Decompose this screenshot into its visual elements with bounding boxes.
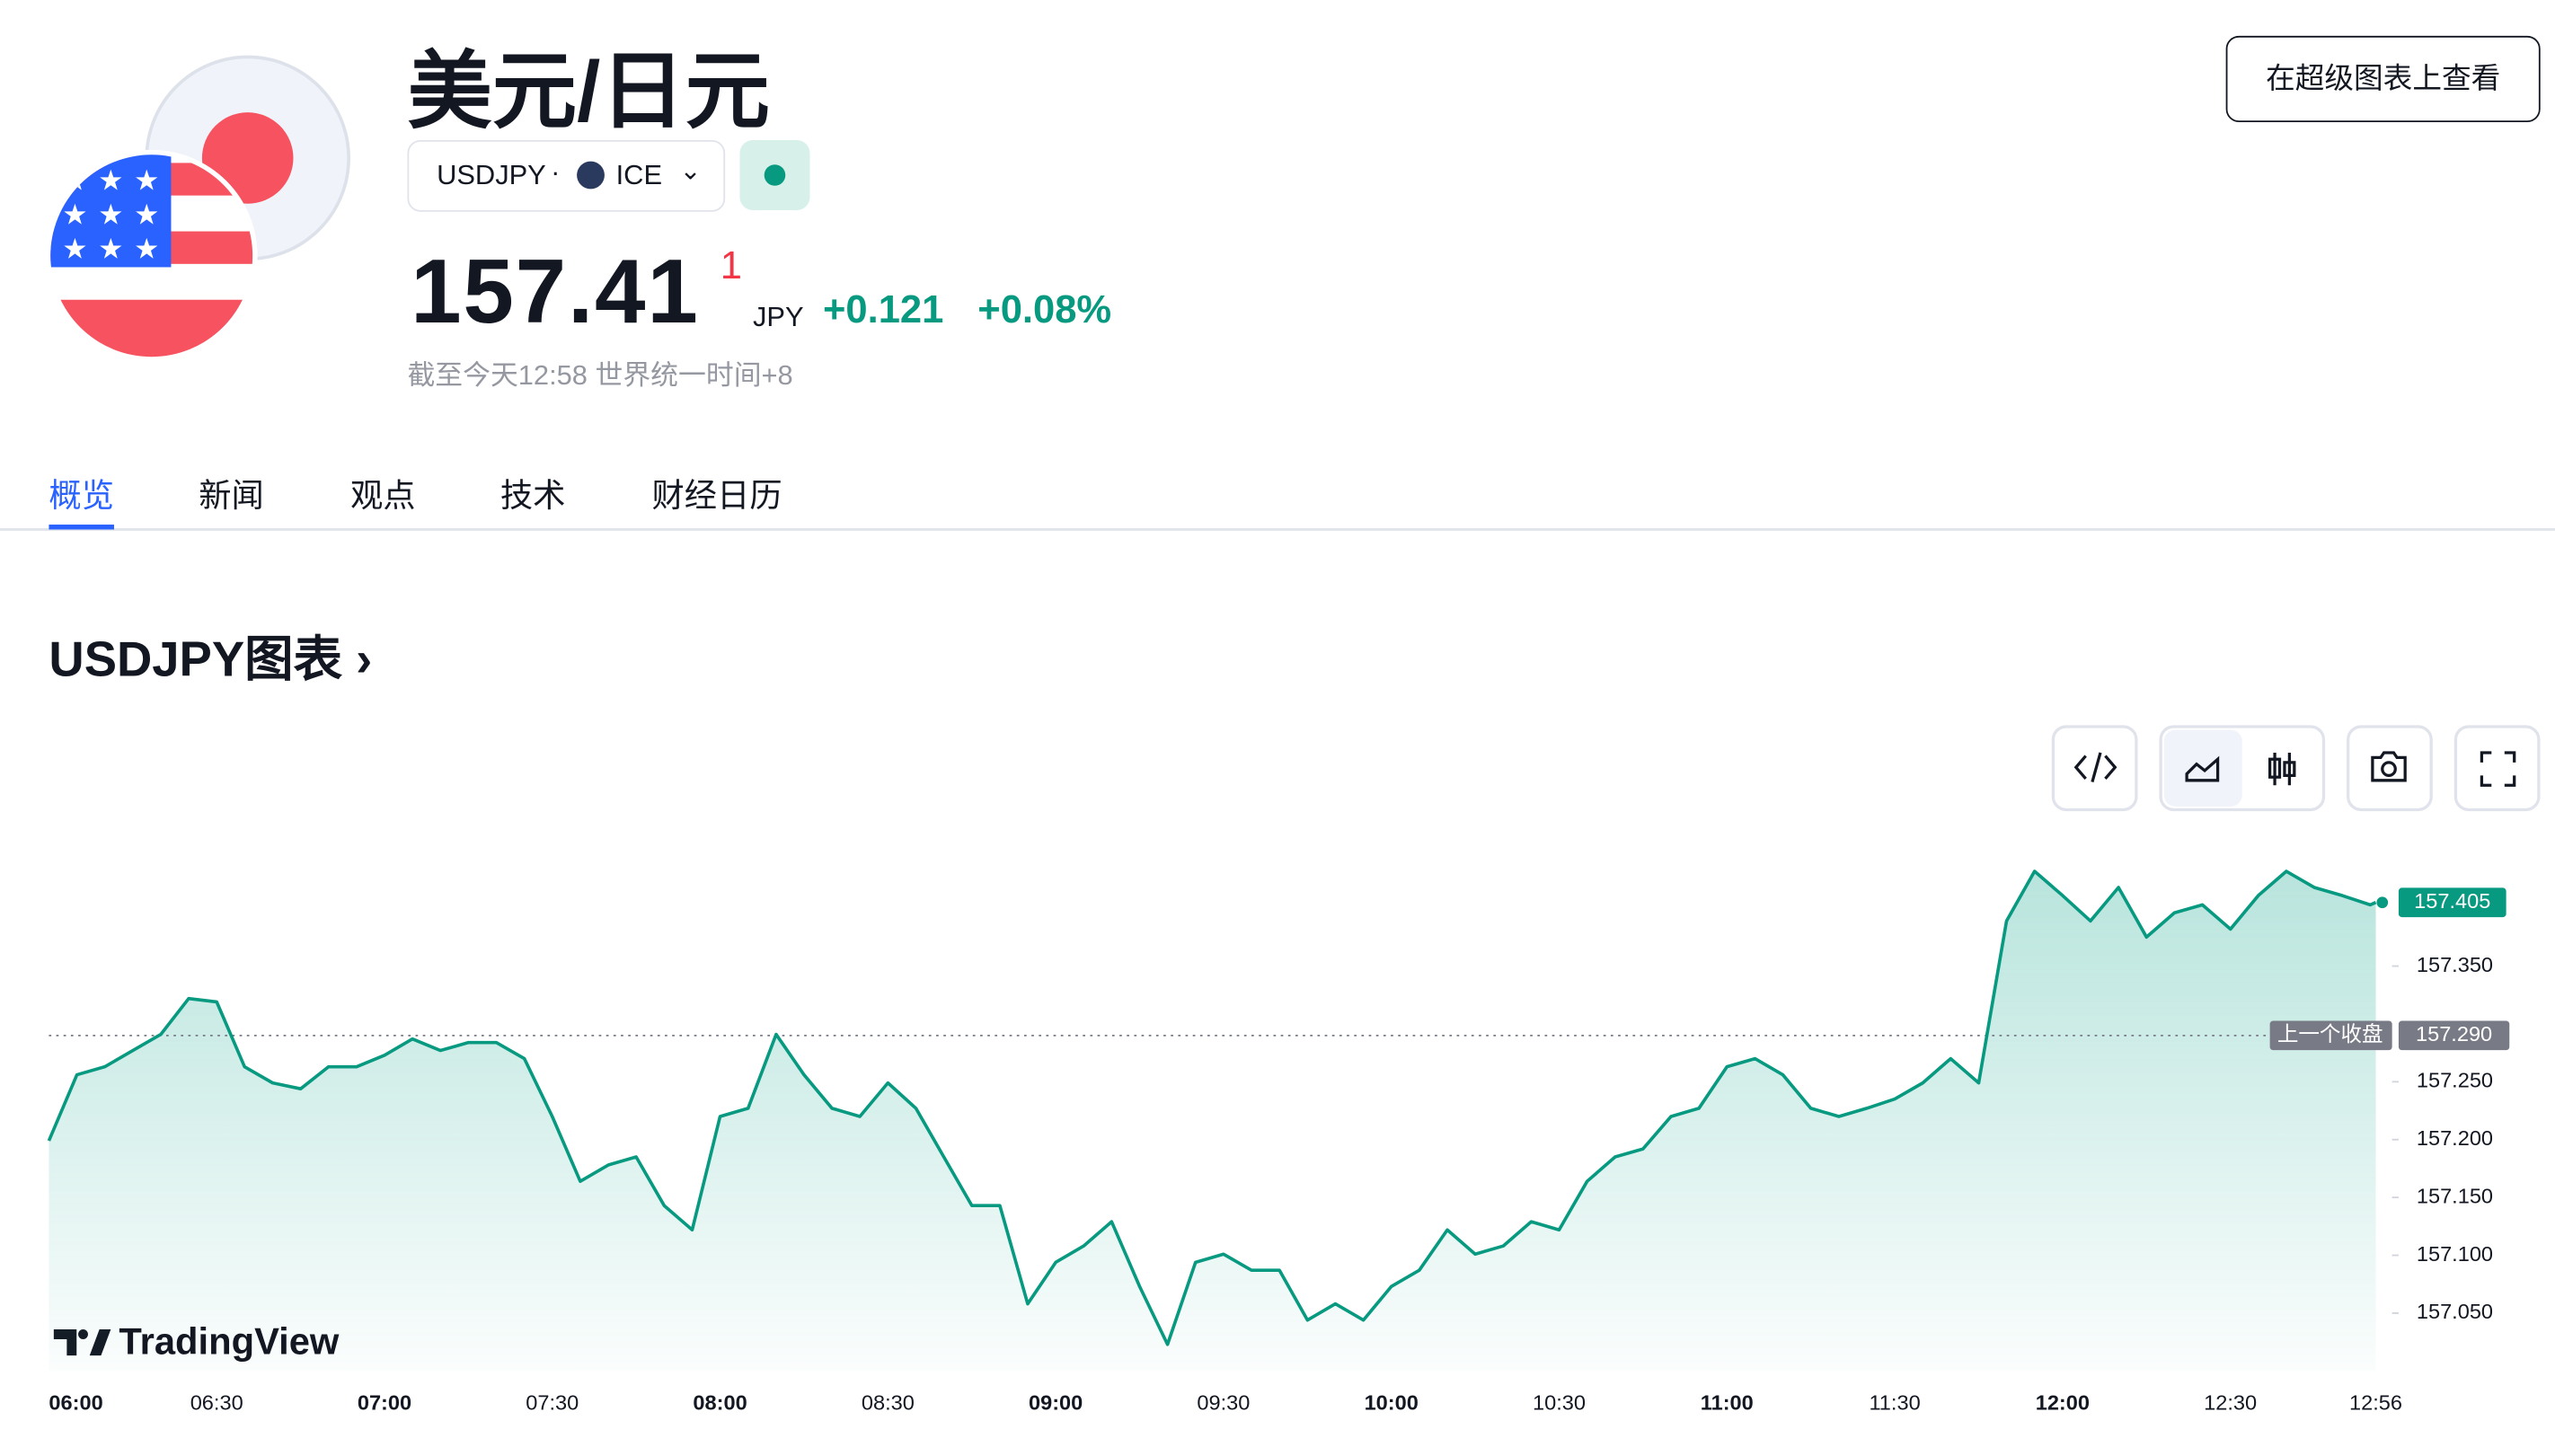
fullscreen-button[interactable]	[2453, 725, 2541, 812]
price-tick: 1	[720, 244, 742, 289]
price: 157.41	[411, 239, 700, 342]
x-tick-label: 09:30	[1197, 1391, 1250, 1415]
tab[interactable]: 技术	[500, 479, 566, 516]
embed-button[interactable]	[2051, 725, 2138, 812]
arrow: ›	[341, 633, 373, 688]
x-tick-label: 12:56	[2349, 1391, 2402, 1415]
supercharts-button[interactable]: 在超级图表上查看	[2225, 35, 2541, 123]
area	[49, 871, 2376, 1372]
exchange-icon	[577, 161, 605, 190]
x-tick-label: 11:30	[1869, 1391, 1920, 1415]
y-tick-label: 157.050	[2417, 1300, 2493, 1323]
timestamp: 截至今天12:58 世界统一时间+8	[407, 359, 793, 392]
candle-style-button[interactable]	[2268, 752, 2296, 786]
section-title-text: USDJPY图表	[49, 633, 342, 688]
x-tick-label: 06:00	[49, 1391, 102, 1415]
tab[interactable]: 财经日历	[651, 479, 782, 516]
y-tick-label: 157.200	[2417, 1126, 2493, 1150]
x-tick-label: 10:30	[1533, 1391, 1586, 1415]
tab[interactable]: 新闻	[199, 479, 264, 516]
x-tick-label: 10:00	[1365, 1391, 1419, 1415]
section-title[interactable]: USDJPY图表 ›	[49, 619, 372, 691]
y-tick-label: 157.150	[2417, 1184, 2493, 1207]
status-dot	[764, 164, 786, 186]
last-price-label: 157.405	[2414, 889, 2490, 913]
x-tick-label: 08:00	[693, 1391, 747, 1415]
last-point	[2376, 896, 2389, 909]
currency: JPY	[752, 301, 804, 333]
y-tick-label: 157.350	[2417, 953, 2493, 976]
x-tick-label: 08:30	[862, 1391, 915, 1415]
page-title: 美元/日元	[407, 45, 770, 140]
brand: TradingView	[119, 1319, 340, 1363]
tab-indicator	[49, 525, 114, 530]
previous-close-name: 上一个收盘	[2277, 1022, 2383, 1046]
y-tick-label: 157.100	[2417, 1242, 2493, 1266]
last-price-box	[2398, 887, 2506, 918]
previous-close-name-box	[2269, 1020, 2392, 1051]
chevron: ⌄	[679, 157, 702, 186]
x-tick-label: 07:00	[358, 1391, 411, 1415]
x-tick-label: 06:30	[190, 1391, 243, 1415]
market-status[interactable]	[739, 139, 810, 210]
y-tick-label: 157.250	[2417, 1069, 2493, 1092]
symbol-pill[interactable]: USDJPY · ICE ⌄	[407, 139, 726, 212]
x-tick-label: 07:30	[526, 1391, 579, 1415]
symbol: USDJPY	[437, 159, 546, 191]
flag-icon	[45, 55, 350, 362]
x-tick-label: 09:00	[1029, 1391, 1083, 1415]
separator: ·	[551, 156, 561, 188]
price-line	[47, 869, 2377, 1346]
change: +0.121	[822, 288, 944, 333]
x-tick-label: 11:00	[1701, 1391, 1754, 1415]
chart-toolbar	[2051, 725, 2541, 812]
change-percent: +0.08%	[977, 288, 1112, 333]
previous-close-box	[2398, 1020, 2510, 1051]
x-tick-label: 12:00	[2036, 1391, 2090, 1415]
x-tick-label: 12:30	[2204, 1391, 2257, 1415]
chart-style-group	[2159, 725, 2326, 812]
tab[interactable]: 观点	[349, 479, 416, 516]
snapshot-button[interactable]	[2347, 725, 2433, 812]
tab[interactable]: 概览	[49, 479, 114, 516]
previous-close-label: 157.290	[2416, 1022, 2492, 1046]
exchange: ICE	[615, 159, 663, 191]
